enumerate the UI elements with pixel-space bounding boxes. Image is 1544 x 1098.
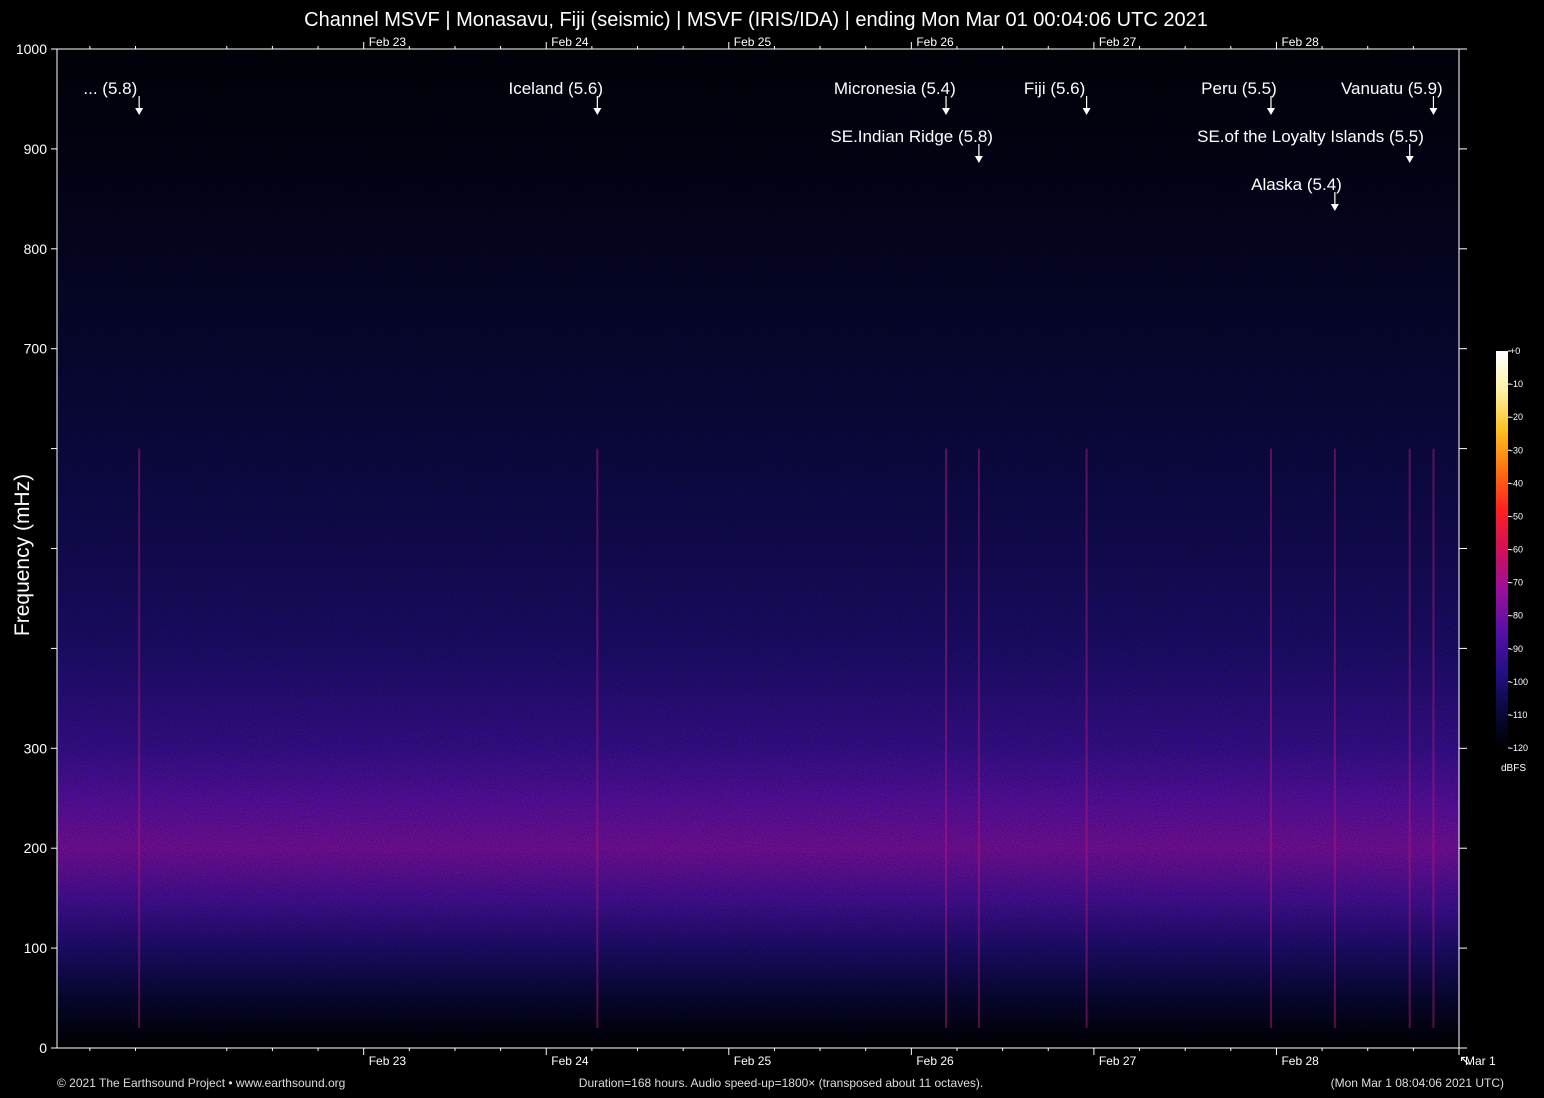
event-arrow-head (1330, 204, 1339, 211)
event-label: ... (5.8) (83, 79, 137, 98)
footer-duration: Duration=168 hours. Audio speed-up=1800×… (578, 1076, 984, 1090)
y-tick-label: 300 (24, 740, 48, 756)
colorbar-tick-label: -110 (1510, 710, 1527, 720)
y-tick-label: 0 (39, 1040, 47, 1056)
colorbar-tick-label: -30 (1510, 445, 1523, 455)
colorbar-label: dBFS (1501, 763, 1526, 774)
footer-copyright: © 2021 The Earthsound Project • www.eart… (57, 1076, 346, 1090)
event-label: Vanuatu (5.9) (1341, 79, 1443, 98)
x-tick-label-bottom: Mar 1 (1465, 1054, 1496, 1068)
x-tick-label-top: Feb 23 (369, 35, 407, 49)
x-tick-label-top: Feb 25 (734, 35, 772, 49)
plot-area (57, 49, 1459, 1048)
colorbar: +0 -10 -20 -30 -40 -50 -60 -70 -80 -90 -100 -110 -12… (1496, 346, 1528, 774)
colorbar-tick-label: -20 (1510, 412, 1523, 422)
colorbar-tick-label: -90 (1510, 644, 1523, 654)
event-label: Peru (5.5) (1201, 79, 1277, 98)
event-arrow-head (1082, 108, 1091, 115)
cursor-icon: ↖ (1459, 1052, 1471, 1068)
event-arrow-head (1405, 156, 1414, 163)
y-tick-label: 1000 (16, 41, 47, 57)
spectrogram-noise (57, 49, 1459, 1048)
event-arrow-head (1429, 108, 1438, 115)
event-label: Iceland (5.6) (509, 79, 604, 98)
event-arrow-head (942, 108, 951, 115)
event-annotations: ... (5.8) Iceland (5.6) Micronesia (5.4) SE… (83, 79, 1443, 211)
x-tick-label-bottom: Feb 28 (1281, 1054, 1319, 1068)
event-label: SE.Indian Ridge (5.8) (830, 127, 993, 146)
y-tick-label: 100 (24, 940, 48, 956)
chart-title: Channel MSVF | Monasavu, Fiji (seismic) … (304, 9, 1208, 31)
x-tick-label-top: Feb 26 (916, 35, 954, 49)
colorbar-tick-label: -10 (1510, 379, 1523, 389)
colorbar-tick-label: -40 (1510, 478, 1523, 488)
colorbar-tick-label: -100 (1510, 677, 1528, 687)
colorbar-tick-label: -50 (1510, 511, 1523, 521)
event-arrow-head (1266, 108, 1275, 115)
event-arrow-head (593, 108, 602, 115)
x-tick-label-bottom: Feb 27 (1099, 1054, 1137, 1068)
event-label: Micronesia (5.4) (834, 79, 956, 98)
event-arrow-head (974, 156, 983, 163)
x-tick-label-bottom: Feb 23 (369, 1054, 407, 1068)
y-tick-label: 800 (24, 241, 48, 257)
colorbar-ramp (1496, 351, 1508, 748)
event-label: Fiji (5.6) (1024, 79, 1085, 98)
x-tick-label-bottom: Feb 26 (916, 1054, 954, 1068)
y-tick-label: 900 (24, 141, 48, 157)
event-label: Alaska (5.4) (1251, 175, 1342, 194)
axes: 0 100 200 300 700 800 900 1000 Feb 23 Feb 23 Feb 2… (16, 35, 1496, 1068)
footer-local-time: (Mon Mar 1 08:04:06 2021 UTC) (1330, 1076, 1504, 1090)
event-arrow-head (135, 108, 144, 115)
x-tick-label-top: Feb 24 (551, 35, 589, 49)
event-label: SE.of the Loyalty Islands (5.5) (1197, 127, 1424, 146)
y-tick-label: 200 (24, 840, 48, 856)
y-tick-label: 700 (24, 341, 48, 357)
colorbar-tick-label: -120 (1510, 743, 1528, 753)
colorbar-tick-label: -70 (1510, 578, 1523, 588)
colorbar-tick-label: +0 (1510, 346, 1520, 356)
x-tick-label-bottom: Feb 24 (551, 1054, 589, 1068)
x-tick-label-top: Feb 27 (1099, 35, 1137, 49)
x-tick-label-bottom: Feb 25 (734, 1054, 772, 1068)
colorbar-tick-label: -60 (1510, 545, 1523, 555)
colorbar-tick-label: -80 (1510, 611, 1523, 621)
x-tick-label-top: Feb 28 (1281, 35, 1319, 49)
